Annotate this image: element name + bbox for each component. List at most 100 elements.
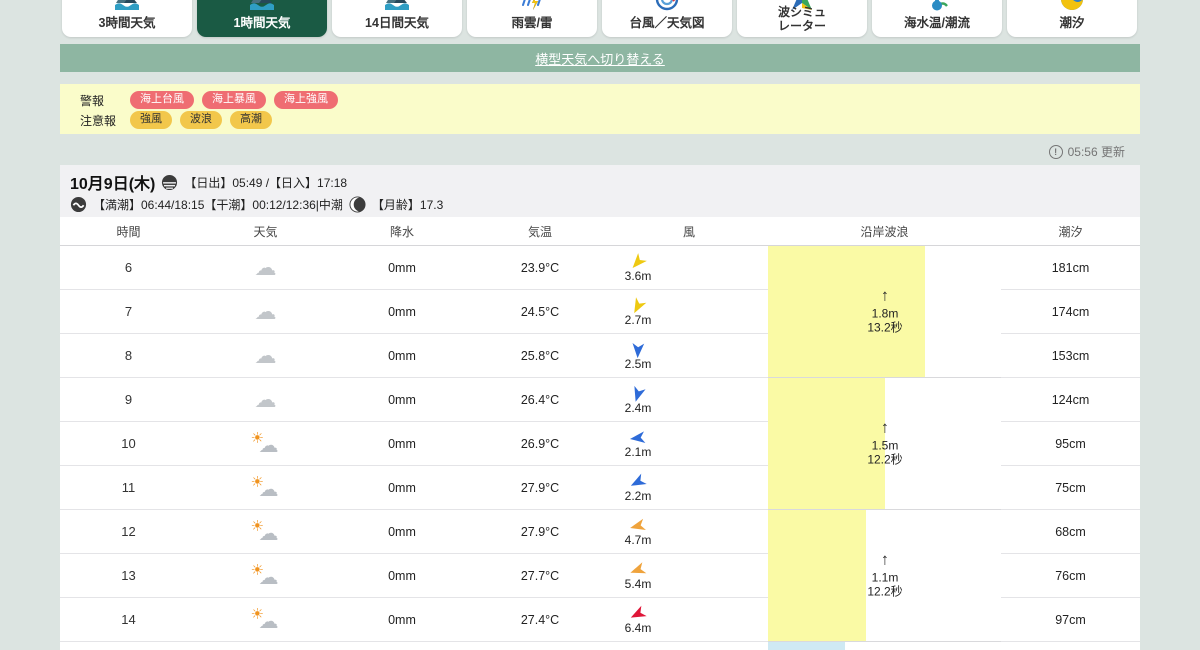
wave-label: ↑ 1.5m 12.2秒 xyxy=(867,420,902,467)
sea-temp-icon xyxy=(924,0,950,12)
wind-direction-arrow-icon xyxy=(630,561,647,573)
wind-indicator: 2.7m xyxy=(614,296,662,327)
tab-tide[interactable]: 潮汐 xyxy=(1007,0,1137,37)
wind-direction-arrow-icon xyxy=(634,385,646,402)
temperature-value: 26.9°C xyxy=(470,422,610,466)
precip-value: 0mm xyxy=(334,466,470,510)
wind-direction-arrow-icon xyxy=(630,473,647,486)
tab-1hour[interactable]: 1時間天気 xyxy=(197,0,327,37)
wind-cell: 5.4m xyxy=(610,554,768,598)
wind-speed-value: 2.2m xyxy=(624,488,652,503)
tide-wave-icon xyxy=(70,196,87,212)
wave-height-value: 1.5m xyxy=(871,438,899,453)
tab-label: 1時間天気 xyxy=(233,16,291,30)
wave-sim-icon xyxy=(789,0,815,12)
weather-logo-icon xyxy=(249,0,275,12)
wind-direction-arrow-icon xyxy=(630,518,646,530)
temperature-value: 23.9°C xyxy=(470,246,610,290)
wind-direction-arrow-icon xyxy=(629,430,646,443)
weather-cell: ☁ xyxy=(197,290,334,334)
wind-cell: 6.4m xyxy=(610,598,768,642)
precip-value: 0mm xyxy=(334,422,470,466)
tab-label: 3時間天気 xyxy=(98,16,156,30)
partly-sunny-icon: ☀ ☁ xyxy=(250,561,279,589)
wave-height-bar xyxy=(768,246,926,377)
hour-value: 6 xyxy=(60,246,197,290)
column-header: 沿岸波浪 xyxy=(860,224,909,239)
tab-radar[interactable]: 雨雲/雷 xyxy=(467,0,597,37)
tab-typhoon[interactable]: 台風／天気図 xyxy=(602,0,732,37)
tide-times-text: 【満潮】06:44/18:15【干潮】00:12/12:36|中潮 xyxy=(93,197,343,212)
precip-value: 0mm xyxy=(334,290,470,334)
warning-pill[interactable]: 海上強風 xyxy=(274,91,338,109)
wave-label: ↑ 1.8m 13.2秒 xyxy=(867,288,902,335)
tab-label: 波シミュ レーター xyxy=(777,5,826,33)
column-header: 降水 xyxy=(389,224,414,239)
forecast-row: 9 ☁ 0mm 26.4°C 2.4m 124cm xyxy=(60,378,1140,422)
advisory-pill[interactable]: 高潮 xyxy=(230,111,272,129)
wave-label: ↑ 1.1m 12.2秒 xyxy=(867,552,902,599)
partly-sunny-icon: ☀ ☁ xyxy=(250,429,279,457)
tab-label: 潮汐 xyxy=(1059,16,1085,30)
wind-indicator: 3.6m xyxy=(614,252,662,283)
forecast-row: 8 ☁ 0mm 25.8°C 2.5m 153cm xyxy=(60,334,1140,378)
warning-pill[interactable]: 海上台風 xyxy=(130,91,194,109)
wind-cell: 2.4m xyxy=(610,378,768,422)
forecast-row: 10 ☀ ☁ 0mm 26.9°C 2.1m 95cm xyxy=(60,422,1140,466)
wave-direction-arrow-icon: ↑ xyxy=(880,551,889,569)
tab-wavesim[interactable]: 波シミュ レーター xyxy=(737,0,867,37)
wave-period-value: 12.2秒 xyxy=(867,584,903,599)
tide-value: 153cm xyxy=(1001,334,1140,378)
wave-height-value: 1.8m xyxy=(871,306,899,321)
column-header: 気温 xyxy=(527,224,552,239)
wind-speed-value: 3.6m xyxy=(624,268,652,283)
weather-cell: ☀ ☁ xyxy=(197,466,334,510)
weather-cell: ☀ ☁ xyxy=(197,510,334,554)
forecast-card: 10月9日(木) 【日出】05:49 /【日入】17:18 【満潮】06:44/… xyxy=(60,165,1140,650)
forecast-table-body: ↑ 1.8m 13.2秒 ↑ 1.5m 12.2秒 ↑ 1.1m 12.2秒 6 ☁ 0mm 23.9… xyxy=(60,246,1140,650)
typhoon-icon xyxy=(654,0,680,12)
weather-logo-icon xyxy=(114,0,140,12)
tide-value: 75cm xyxy=(1001,466,1140,510)
tide-value: 68cm xyxy=(1001,510,1140,554)
precip-value: 0mm xyxy=(334,554,470,598)
layout-switch-banner: 横型天気へ切り替える xyxy=(60,44,1140,72)
tab-3hour[interactable]: 3時間天気 xyxy=(62,0,192,37)
wave-height-bar xyxy=(768,378,885,509)
hour-value: 11 xyxy=(60,466,197,510)
date-header: 10月9日(木) 【日出】05:49 /【日入】17:18 【満潮】06:44/… xyxy=(60,165,1140,217)
sunrise-sunset-text: 【日出】05:49 /【日入】17:18 xyxy=(184,175,348,190)
advisory-pill[interactable]: 強風 xyxy=(130,111,172,129)
wind-direction-arrow-icon xyxy=(632,252,647,268)
wave-height-value: 1.1m xyxy=(871,570,899,585)
temperature-value: 27.9°C xyxy=(470,510,610,554)
forecast-row: 6 ☁ 0mm 23.9°C 3.6m 181cm xyxy=(60,246,1140,290)
wind-direction-arrow-icon xyxy=(630,605,647,618)
tide-value: 124cm xyxy=(1001,378,1140,422)
rain-lightning-icon xyxy=(519,0,545,12)
wind-cell: 2.2m xyxy=(610,466,768,510)
wave-direction-arrow-icon: ↑ xyxy=(880,287,889,305)
forecast-row: 7 ☁ 0mm 24.5°C 2.7m 174cm xyxy=(60,290,1140,334)
precip-value: 0mm xyxy=(334,246,470,290)
weather-cell: ☀ ☁ xyxy=(197,598,334,642)
advisory-pill[interactable]: 波浪 xyxy=(180,111,222,129)
weather-cell: ☁ xyxy=(197,378,334,422)
tab-seatemp[interactable]: 海水温/潮流 xyxy=(872,0,1002,37)
warning-pill[interactable]: 海上暴風 xyxy=(202,91,266,109)
wave-group: ↑ 1.1m 12.2秒 xyxy=(768,510,1001,642)
weather-cell: ☀ ☁ xyxy=(197,422,334,466)
partly-sunny-icon: ☀ ☁ xyxy=(250,517,279,545)
sunrise-icon xyxy=(162,174,178,190)
hour-value: 14 xyxy=(60,598,197,642)
tide-ball-icon xyxy=(1059,0,1085,12)
wind-speed-value: 5.4m xyxy=(624,576,652,591)
partly-sunny-icon: ☀ ☁ xyxy=(250,605,279,633)
tab-14day[interactable]: 14日間天気 xyxy=(332,0,462,37)
forecast-row: 12 ☀ ☁ 0mm 27.9°C 4.7m 68cm xyxy=(60,510,1140,554)
wind-indicator: 2.5m xyxy=(614,341,662,371)
wind-indicator: 6.4m xyxy=(614,605,662,635)
wave-group: ↑ 1.5m 12.2秒 xyxy=(768,378,1001,510)
switch-layout-link[interactable]: 横型天気へ切り替える xyxy=(535,51,665,67)
weather-nav-tabs: 3時間天気 1時間天気 14日間天気 雨雲/雷 台風／天気図 波シミュ レーター 海水温/潮… xyxy=(62,0,1137,37)
